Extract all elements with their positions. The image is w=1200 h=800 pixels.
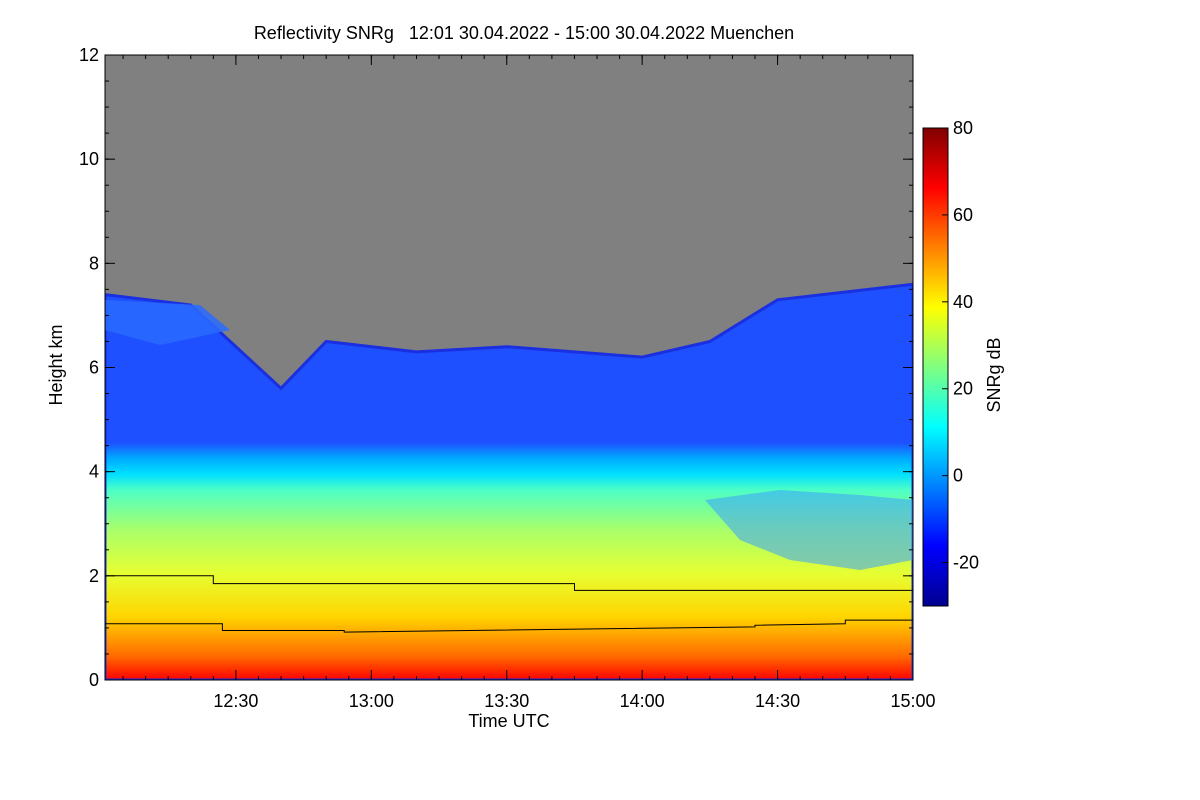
colorbar-tick-label: 40 — [953, 292, 973, 312]
x-tick-label: 12:30 — [213, 691, 258, 711]
colorbar-tick-label: 80 — [953, 118, 973, 138]
upper-cloud-band — [105, 300, 230, 345]
series-line-1 — [105, 575, 913, 591]
x-tick-label: 13:30 — [484, 691, 529, 711]
colorbar-tick-label: 0 — [953, 466, 963, 486]
y-tick-label: 6 — [89, 358, 99, 378]
chart-title: Reflectivity SNRg 12:01 30.04.2022 - 15:… — [254, 23, 794, 43]
colorbar-label: SNRg dB — [984, 337, 1004, 412]
colorbar-ticks: -20 0 20 40 60 80 — [942, 118, 979, 573]
y-tick-label: 10 — [79, 149, 99, 169]
colorbar: -20 0 20 40 60 80 SNRg dB — [922, 118, 1004, 607]
colorbar-tick-label: 20 — [953, 379, 973, 399]
boundary-lines — [105, 575, 913, 633]
colorbar-gradient — [922, 127, 949, 607]
colorbar-tick-label: 60 — [953, 205, 973, 225]
x-tick-label: 13:00 — [349, 691, 394, 711]
x-tick-label: 14:30 — [755, 691, 800, 711]
series-line-2 — [105, 619, 913, 633]
x-tick-label: 15:00 — [890, 691, 935, 711]
x-axis-label: Time UTC — [468, 711, 549, 731]
plot-area — [105, 55, 913, 680]
y-tick-label: 0 — [89, 670, 99, 690]
y-tick-label: 8 — [89, 253, 99, 273]
y-tick-label: 2 — [89, 566, 99, 586]
colorbar-tick-label: -20 — [953, 553, 979, 573]
x-tick-label: 14:00 — [620, 691, 665, 711]
mid-level-dry-layer — [705, 490, 913, 570]
y-axis-label: Height km — [46, 324, 66, 405]
y-axis: 0 2 4 6 8 10 12 — [79, 45, 913, 690]
y-tick-label: 12 — [79, 45, 99, 65]
x-axis: 12:30 13:00 13:30 14:00 14:30 15:00 — [122, 55, 936, 711]
y-tick-label: 4 — [89, 462, 99, 482]
